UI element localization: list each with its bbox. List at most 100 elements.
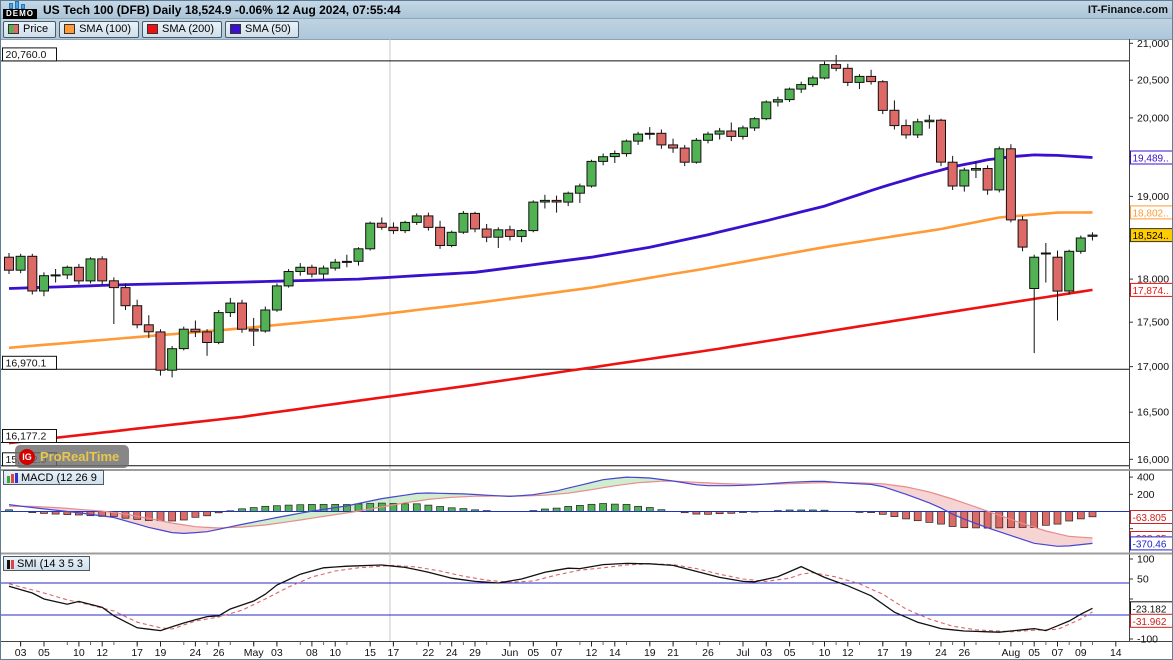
svg-text:24: 24 [935,647,947,659]
chart-title: US Tech 100 (DFB) Daily 18,524.9 -0.06% … [43,2,401,17]
svg-text:Jun: Jun [501,647,518,659]
svg-text:19: 19 [644,647,656,659]
svg-text:19: 19 [900,647,912,659]
svg-text:12: 12 [586,647,598,659]
svg-text:17: 17 [877,647,889,659]
svg-text:16,000: 16,000 [1137,454,1169,466]
smi-axis-boxes: -23.182 -31.962 [1130,601,1172,628]
chart-canvas[interactable]: 20,760.016,970.116,177.215,932.021,00020… [1,39,1173,660]
prorealtime-watermark: IG ProRealTime [15,445,130,468]
candles-layer [4,55,1098,378]
price-y-axis: 21,000 20,500 20,000 19,000 18,000 17,500 17,0… [1129,39,1169,466]
svg-text:18,000: 18,000 [1137,274,1169,286]
svg-text:16,970.1: 16,970.1 [6,357,47,369]
demo-badge: DEMO [3,8,37,19]
smi-signal-line [8,563,1093,633]
svg-text:16,500: 16,500 [1137,407,1169,419]
svg-text:17,500: 17,500 [1137,317,1169,329]
brand-link[interactable]: IT-Finance.com [1087,3,1168,16]
sma50-line [8,153,1093,290]
svg-text:100: 100 [1137,554,1155,566]
svg-text:03: 03 [271,647,283,659]
legend-price-label: Price [23,23,49,35]
svg-text:12: 12 [96,647,108,659]
legend-sma50-button[interactable]: SMA (50) [225,20,299,38]
svg-text:-31.962: -31.962 [1133,617,1167,628]
svg-text:26: 26 [702,647,714,659]
svg-text:15: 15 [364,647,376,659]
svg-text:Aug: Aug [1002,647,1021,659]
ig-logo: IG [19,448,35,465]
x-axis: 03 05 10 12 17 19 24 26 May 03 08 10 15 17 22 24 29 Jun 05… [15,641,1122,659]
svg-text:19,000: 19,000 [1137,191,1169,203]
svg-text:26: 26 [958,647,970,659]
svg-text:22: 22 [423,647,435,659]
macd-icon [7,472,18,483]
svg-text:20,000: 20,000 [1137,112,1169,124]
smi-icon [7,559,14,569]
legend-sma100-label: SMA (100) [79,23,132,35]
svg-text:10: 10 [73,647,85,659]
svg-text:-100: -100 [1137,634,1158,646]
svg-text:200: 200 [1137,489,1155,501]
macd-line [8,476,1093,547]
svg-text:21: 21 [667,647,679,659]
svg-text:18,524..: 18,524.. [1133,231,1169,242]
legend-sma100-button[interactable]: SMA (100) [59,20,140,38]
macd-panel [1,476,1129,547]
price-series-icon [8,24,19,34]
svg-text:50: 50 [1137,574,1149,586]
svg-text:05: 05 [1028,647,1040,659]
macd-signal-line [9,480,1093,539]
legend-sma200-label: SMA (200) [162,23,214,35]
sma100-series-icon [64,24,76,34]
sma100-line [8,211,1093,350]
smi-indicator-tab[interactable]: SMI (14 3 5 3 [3,556,91,571]
macd-indicator-tab[interactable]: MACD (12 26 9 [3,470,104,485]
watermark-text: ProRealTime [40,449,120,464]
svg-text:May: May [244,647,265,659]
svg-text:24: 24 [190,647,202,659]
svg-text:18,802..: 18,802.. [1133,208,1169,219]
svg-text:29: 29 [469,647,481,659]
svg-text:17: 17 [388,647,400,659]
sma50-series-icon [230,24,241,34]
sma200-series-icon [147,24,159,34]
legend-bar: Price SMA (100) SMA (200) SMA (50) [1,19,1172,39]
price-panel [1,55,1129,467]
svg-text:21,000: 21,000 [1137,39,1169,50]
svg-text:09: 09 [1075,647,1087,659]
svg-text:10: 10 [819,647,831,659]
svg-text:17,874..: 17,874.. [1133,286,1169,297]
macd-axis-boxes: -63.805-308.65-370.46 [1130,510,1172,550]
brandmark: DEMO [1,1,39,19]
svg-text:17,000: 17,000 [1137,361,1169,373]
svg-text:17: 17 [131,647,143,659]
svg-text:16,177.2: 16,177.2 [6,431,47,443]
legend-sma200-button[interactable]: SMA (200) [142,20,222,38]
svg-text:-23.182: -23.182 [1133,604,1167,615]
svg-text:10: 10 [329,647,341,659]
svg-text:24: 24 [446,647,458,659]
svg-text:05: 05 [38,647,50,659]
svg-text:26: 26 [213,647,225,659]
svg-text:14: 14 [609,647,621,659]
svg-text:19: 19 [155,647,167,659]
svg-text:03: 03 [15,647,27,659]
svg-text:20,500: 20,500 [1137,75,1169,87]
smi-line [8,562,1093,633]
smi-tab-label: SMI (14 3 5 3 [17,557,84,570]
prorealtime-logo-icon [9,1,25,9]
smi-y-axis: 100 50 -100 [1129,554,1158,646]
svg-text:05: 05 [784,647,796,659]
legend-price-button[interactable]: Price [3,20,57,38]
svg-text:03: 03 [760,647,772,659]
price-axis-boxes: 19,489.. 18,802.. 18,524.. 17,874.. [1130,150,1172,297]
sma200-line [8,288,1093,445]
svg-text:12: 12 [842,647,854,659]
legend-sma50-label: SMA (50) [245,23,291,35]
panel-borders [1,39,1172,642]
svg-text:20,760.0: 20,760.0 [6,49,47,61]
